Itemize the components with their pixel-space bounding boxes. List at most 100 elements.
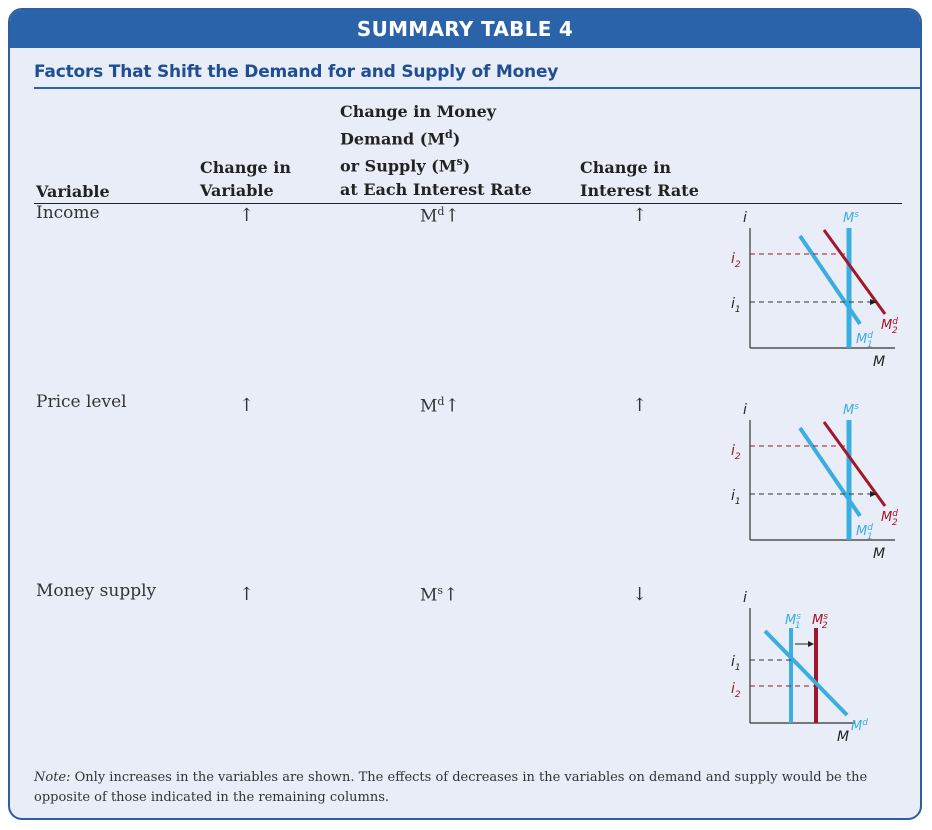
graph-income-axis-i: i [743, 210, 747, 226]
header-supply-text: or Supply (M [340, 156, 457, 176]
graph-income-md2-base: M [881, 318, 892, 333]
header-demand-close: ) [452, 129, 461, 149]
graph-money-md-line [763, 629, 849, 717]
graph-money-shift-arrowhead [808, 641, 814, 647]
graph-income-ms-base: M [843, 211, 854, 226]
row-price-change-arrow: ↑ [239, 395, 255, 416]
graph-money-supply: i M Ms 1 Ms 2 i1 i2 Md [731, 590, 868, 745]
graph-money-i2-base: i [731, 681, 735, 697]
graph-income-ms-sup: s [854, 210, 859, 220]
graph-income-i2-base: i [731, 251, 735, 267]
header-demand-line4: at Each Interest Rate [340, 179, 532, 199]
graph-money-ms2-sup: s [823, 612, 828, 622]
graph-money-i2-sub: 2 [735, 690, 741, 700]
row-price-shift: Md↑ [420, 395, 460, 417]
graph-price-i1-base: i [731, 488, 735, 504]
graph-income-i1-sub: 1 [735, 305, 741, 315]
graph-money-i1-sub: 1 [735, 663, 741, 673]
graph-money-ms1-sup: s [796, 612, 801, 622]
graph-money-ms1-sub: 1 [795, 621, 801, 631]
graph-price-md1-sub: 1 [867, 532, 873, 542]
graph-income-axis-m: M [873, 354, 885, 370]
summary-table-card: SUMMARY TABLE 4 Factors That Shift the D… [8, 8, 922, 820]
row-income-rate-arrow: ↑ [632, 205, 648, 226]
row-money-supply-change-arrow: ↑ [239, 584, 255, 605]
graph-price-i2-sub: 2 [735, 452, 741, 462]
graph-price-md2-sub: 2 [892, 518, 898, 528]
graph-income-md2-sup: d [892, 317, 898, 327]
graph-price-level: i M Ms i2 i1 Md 2 Md 1 [731, 402, 898, 562]
row-money-supply-shift-arrow: ↑ [443, 584, 459, 606]
graph-income: i M Ms i2 i1 Md 2 Md 1 [731, 210, 898, 370]
header-demand-line2: Demand (Md) [340, 123, 532, 150]
graph-money-ms1-base: M [785, 613, 796, 628]
graph-price-md1-sup: d [867, 523, 873, 533]
graph-price-i1-sub: 1 [735, 497, 741, 507]
graph-income-md2-label: Md 2 [881, 317, 898, 336]
graph-price-ms-base: M [843, 403, 854, 418]
header-supply-close: ) [462, 156, 471, 176]
table-banner: SUMMARY TABLE 4 [10, 10, 920, 48]
row-income-variable: Income [36, 203, 100, 223]
graph-money-i1-base: i [731, 654, 735, 670]
graph-money-md-sup: d [862, 718, 868, 728]
row-price-shift-base: M [420, 396, 438, 417]
graph-income-shift-arrowhead [870, 299, 877, 305]
header-rate-line2: Interest Rate [580, 181, 699, 200]
row-income-change-arrow: ↑ [239, 205, 255, 226]
table-subtitle: Factors That Shift the Demand for and Su… [34, 62, 559, 82]
graph-income-ms-label: Ms [843, 210, 859, 226]
header-change-in-variable-line2: Variable [200, 181, 274, 200]
graph-income-md2-line [822, 229, 887, 315]
header-supply-sup: s [456, 155, 463, 169]
graph-money-md-label: Md [851, 718, 868, 734]
row-income-shift-base: M [420, 206, 438, 227]
graph-income-i2-sub: 2 [735, 260, 741, 270]
row-income-shift-sup: d [437, 205, 445, 218]
graph-income-md1-label: Md 1 [856, 331, 873, 350]
row-money-supply-shift: Ms↑ [420, 584, 458, 606]
graph-price-i1-label: i1 [731, 488, 741, 507]
row-money-supply-shift-sup: s [437, 584, 444, 597]
header-rule [34, 203, 902, 204]
graph-price-shift-arrowhead [870, 491, 877, 497]
graph-income-md1-sup: d [867, 331, 873, 341]
graph-money-axis-i: i [743, 590, 747, 606]
row-price-shift-sup: d [437, 395, 445, 408]
graph-income-md1-sub: 1 [867, 340, 873, 350]
header-change-in-rate: Change in Interest Rate [580, 156, 699, 202]
header-demand-line1: Change in Money [340, 102, 497, 121]
graph-price-md2-line [822, 421, 887, 507]
note-label: Note: [34, 770, 71, 785]
graph-price-i2-label: i2 [731, 443, 741, 462]
row-income-shift-arrow: ↑ [444, 205, 460, 227]
row-money-supply-shift-base: M [420, 585, 438, 606]
graph-income-i1-base: i [731, 296, 735, 312]
graph-money-ms1-label: Ms 1 [785, 612, 801, 631]
graph-price-md2-label: Md 2 [881, 509, 898, 528]
graph-price-axis-m: M [873, 546, 885, 562]
header-variable: Variable [36, 182, 110, 201]
graph-price-md1-line [798, 426, 862, 518]
graph-price-md1-label: Md 1 [856, 523, 873, 542]
graph-price-i2-base: i [731, 443, 735, 459]
header-rate-line1: Change in [580, 158, 672, 177]
graph-price-md1-base: M [856, 524, 867, 539]
header-change-in-variable: Change in Variable [200, 156, 291, 202]
graph-price-axis-i: i [743, 402, 747, 418]
graph-money-ms2-label: Ms 2 [812, 612, 828, 631]
row-money-supply-rate-arrow: ↓ [632, 584, 648, 605]
graph-money-md-base: M [851, 719, 862, 734]
graph-income-i1-label: i1 [731, 296, 741, 315]
row-income-shift: Md↑ [420, 205, 460, 227]
header-change-in-variable-line1: Change in [200, 158, 292, 177]
header-demand-sup: d [445, 128, 453, 141]
graph-income-md2-sub: 2 [892, 326, 898, 336]
graph-income-md1-line [798, 234, 862, 326]
graph-price-ms-label: Ms [843, 402, 859, 418]
subtitle-rule [34, 87, 920, 89]
note-text: Only increases in the variables are show… [34, 770, 868, 805]
graph-income-i2-label: i2 [731, 251, 741, 270]
table-note: Note: Only increases in the variables ar… [34, 768, 914, 808]
row-money-supply-variable: Money supply [36, 581, 157, 601]
